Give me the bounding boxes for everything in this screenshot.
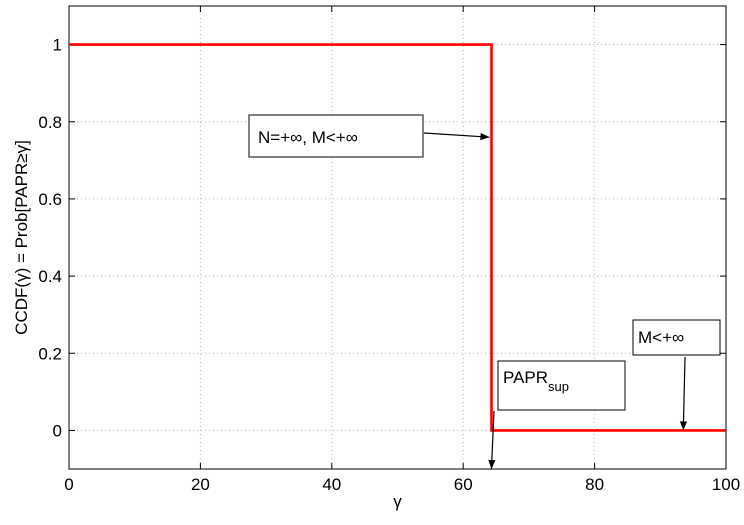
x-tick-label: 60 [454,475,473,494]
x-tick-label: 80 [585,475,604,494]
tick-labels: 0 20 40 60 80 100 0 0.2 0.4 0.6 0.8 1 [38,36,740,494]
plot-area [68,5,727,470]
annotation-arrow [682,356,686,431]
x-tick-label: 20 [191,475,210,494]
series-layer [69,43,726,432]
series-line [69,43,726,432]
annotation-box [248,114,424,158]
annotation-arrow-head [488,459,496,469]
y-tick-label: 1 [53,36,62,55]
y-tick-label: 0 [53,421,62,440]
y-tick-label: 0.4 [38,267,62,286]
y-axis-label: CCDF(γ) = Prob[PAPR≥γ] [12,140,31,335]
annotation-box [497,360,626,411]
x-tick-label: 100 [712,475,740,494]
y-tick-label: 0.2 [38,344,62,363]
annotation-arrow [423,132,490,138]
annotation-arrow-head [679,421,688,431]
x-axis-label: γ [393,492,402,511]
y-tick-label: 0.6 [38,190,62,209]
y-tick-label: 0.8 [38,113,62,132]
annotation-box [632,319,721,356]
x-tick-label: 0 [64,475,73,494]
annotation-text: N=+∞, M<+∞ [258,128,358,147]
x-tick-label: 40 [322,475,341,494]
annotation-arrow-head [480,133,490,141]
annotation-text: M<+∞ [638,328,684,347]
axis-ticks [68,6,727,469]
annotation-arrow [490,410,495,470]
